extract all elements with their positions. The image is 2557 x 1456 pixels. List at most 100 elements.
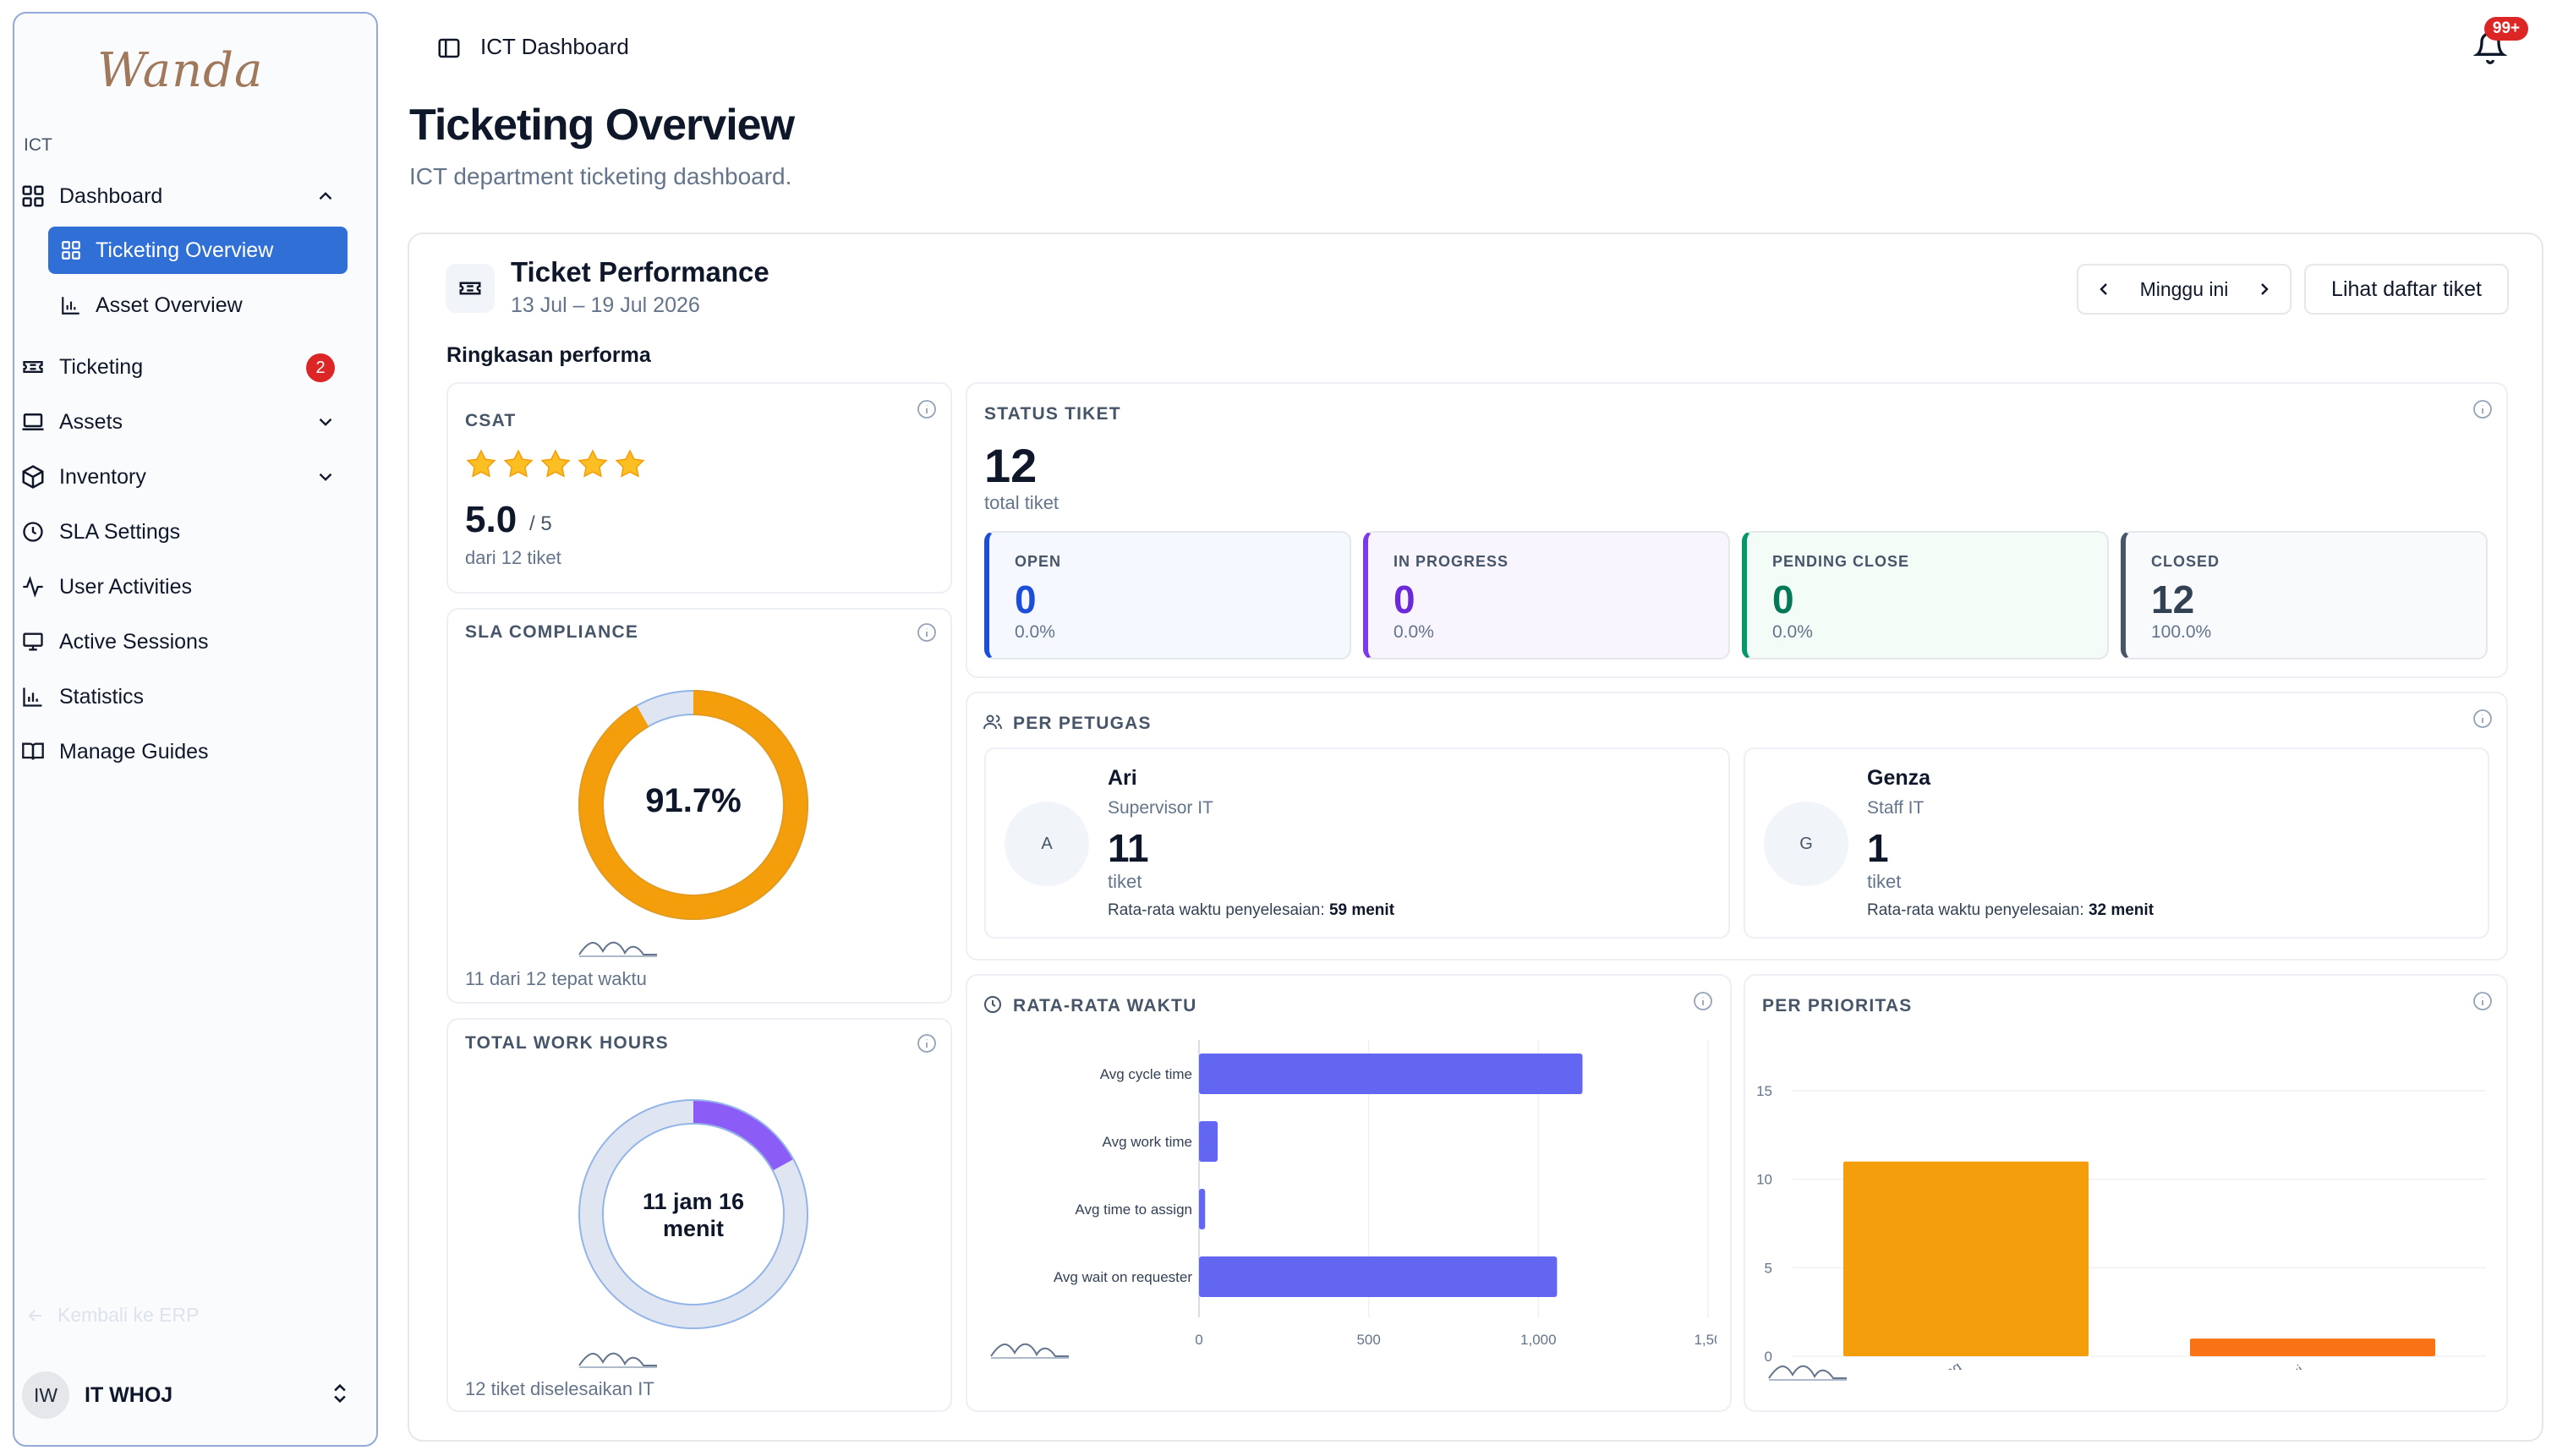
sidebar-item-ticketing[interactable]: Ticketing 2	[19, 343, 348, 391]
bar[interactable]	[1843, 1161, 2089, 1356]
sidebar-item-statistics[interactable]: Statistics	[19, 673, 348, 720]
activity-icon	[19, 572, 47, 601]
y-tick-label: 10	[1756, 1172, 1772, 1188]
y-tick-label: Avg time to assign	[1075, 1201, 1192, 1218]
avg-value: 32 menit	[2088, 901, 2155, 919]
star-icon	[615, 449, 645, 478]
sidebar-item-label: Active Sessions	[59, 629, 209, 654]
status-card-label: PENDING CLOSE	[1772, 553, 1910, 570]
sidebar-item-label: Dashboard	[59, 183, 163, 208]
arrow-left-icon	[25, 1305, 46, 1326]
sidebar-item-inventory[interactable]: Inventory	[19, 453, 348, 501]
chevrons-up-down-icon	[328, 1382, 352, 1409]
y-tick-label: Avg wait on requester	[1054, 1269, 1192, 1285]
sidebar-item-sla-settings[interactable]: SLA Settings	[19, 508, 348, 556]
avg-time-panel	[966, 974, 1732, 1412]
status-card-percent: 0.0%	[1015, 622, 1055, 642]
info-icon[interactable]	[2472, 709, 2493, 729]
page-subtitle: ICT department ticketing dashboard.	[409, 163, 792, 189]
wanda-logo[interactable]: Wanda	[90, 36, 302, 112]
sidebar-item-label: Ticketing	[59, 354, 144, 379]
agent-card-genza[interactable]: G Genza Staff IT 1 tiket Rata-rata waktu…	[1744, 747, 2489, 939]
status-total: 12	[984, 439, 1038, 492]
agent-name: Ari	[1108, 766, 1137, 790]
star-icon	[466, 449, 496, 478]
info-icon[interactable]	[917, 1033, 937, 1054]
status-total-label: total tiket	[984, 492, 1059, 513]
agent-avg-time: Rata-rata waktu penyelesaian: 32 menit	[1867, 901, 2154, 920]
sidebar-toggle-icon[interactable]	[436, 36, 462, 65]
users-icon	[983, 714, 1002, 730]
agent-card-ari[interactable]: A Ari Supervisor IT 11 tiket Rata-rata w…	[984, 747, 1730, 939]
info-icon[interactable]	[1693, 991, 1713, 1011]
logo-mark: Wanda	[97, 43, 262, 98]
info-icon[interactable]	[917, 622, 937, 643]
agent-avg-time: Rata-rata waktu penyelesaian: 59 menit	[1108, 901, 1394, 920]
sparkline-icon	[578, 1352, 657, 1368]
sla-subtext: 11 dari 12 tepat waktu	[465, 968, 647, 989]
avg-time-bar-chart: 0 500 1,000 1,50 Avg cycle time Avg work time…	[1054, 1040, 1717, 1348]
y-tick-label: 5	[1765, 1260, 1772, 1276]
chevron-down-icon	[315, 411, 337, 439]
sidebar-item-label: SLA Settings	[59, 519, 181, 544]
sidebar-item-dashboard[interactable]: Dashboard	[19, 172, 348, 220]
bar[interactable]	[1199, 1189, 1206, 1229]
status-card-label: OPEN	[1015, 553, 1062, 570]
sidebar-item-label: Inventory	[59, 464, 146, 489]
week-selector: Minggu ini	[2077, 264, 2291, 315]
laptop-icon	[19, 408, 47, 436]
work-hours-value: 11 jam 16 menit	[626, 1188, 761, 1242]
status-closed-card[interactable]: CLOSED 12 100.0%	[2121, 531, 2488, 660]
user-name: IT WHOJ	[85, 1382, 173, 1407]
status-in-progress-card[interactable]: IN PROGRESS 0 0.0%	[1363, 531, 1730, 660]
grid-icon	[19, 182, 47, 211]
page-title: Ticketing Overview	[409, 101, 795, 150]
priority-bar-chart: 0 5 10 15 Sedang Tinggi	[1756, 1083, 2486, 1370]
bar[interactable]	[1199, 1054, 1583, 1094]
status-card-percent: 0.0%	[1393, 622, 1434, 642]
performance-date-range: 13 Jul – 19 Jul 2026	[511, 293, 700, 317]
bar[interactable]	[1199, 1256, 1558, 1297]
status-open-card[interactable]: OPEN 0 0.0%	[984, 531, 1351, 660]
monitor-icon	[19, 627, 47, 656]
info-icon[interactable]	[2472, 399, 2493, 419]
status-card-percent: 0.0%	[1772, 622, 1813, 642]
star-icon	[540, 449, 571, 478]
x-tick-label: 0	[1195, 1332, 1202, 1348]
sidebar-item-ticketing-overview[interactable]: Ticketing Overview	[48, 227, 348, 274]
status-pending-close-card[interactable]: PENDING CLOSE 0 0.0%	[1742, 531, 2109, 660]
sidebar-item-manage-guides[interactable]: Manage Guides	[19, 728, 348, 775]
csat-scale: / 5	[529, 512, 552, 535]
avg-value: 59 menit	[1328, 901, 1395, 919]
sidebar-item-user-activities[interactable]: User Activities	[19, 563, 348, 610]
bar-chart-icon	[58, 293, 84, 318]
sidebar-item-assets[interactable]: Assets	[19, 398, 348, 446]
y-tick-label: Avg cycle time	[1100, 1066, 1192, 1082]
chevron-left-icon[interactable]	[2094, 279, 2114, 299]
status-card-count: 0	[1393, 577, 1415, 621]
view-ticket-list-button[interactable]: Lihat daftar tiket	[2304, 264, 2509, 315]
per-petugas-panel	[966, 692, 2508, 961]
performance-title: Ticket Performance	[511, 256, 769, 287]
avg-prefix: Rata-rata waktu penyelesaian:	[1108, 901, 1325, 919]
notification-badge: 99+	[2484, 17, 2528, 41]
sidebar-item-asset-overview[interactable]: Asset Overview	[48, 282, 348, 329]
x-tick-label: 500	[1356, 1332, 1380, 1348]
back-to-erp-link[interactable]: Kembali ke ERP	[25, 1304, 199, 1327]
work-hours-label: TOTAL WORK HOURS	[465, 1033, 669, 1053]
chevron-down-icon	[315, 466, 337, 494]
user-menu[interactable]: IW IT WHOJ	[22, 1370, 352, 1420]
info-icon[interactable]	[2472, 991, 2493, 1011]
sidebar-item-active-sessions[interactable]: Active Sessions	[19, 618, 348, 665]
bar[interactable]	[1199, 1121, 1218, 1162]
agent-ticket-count: 1	[1867, 826, 1889, 870]
bar[interactable]	[2190, 1338, 2435, 1356]
summary-heading: Ringkasan performa	[446, 343, 651, 367]
chevron-right-icon[interactable]	[2254, 279, 2275, 299]
star-icon	[578, 449, 608, 478]
sidebar-item-label: Statistics	[59, 684, 145, 709]
status-card-percent: 100.0%	[2151, 622, 2212, 642]
star-icon	[503, 449, 534, 478]
info-icon[interactable]	[917, 399, 937, 419]
status-card-label: IN PROGRESS	[1393, 553, 1509, 570]
